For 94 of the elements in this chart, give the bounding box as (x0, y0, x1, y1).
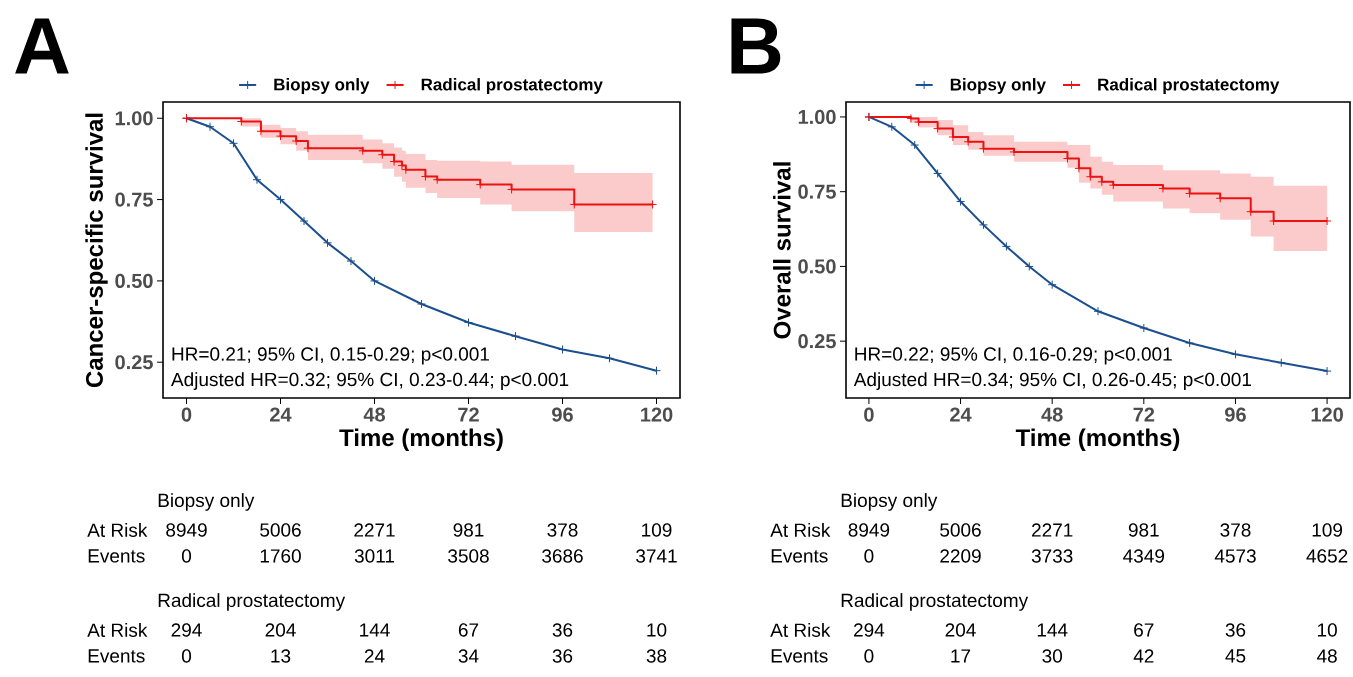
x-tick-label: 24 (270, 407, 292, 422)
text: 378 (1220, 523, 1251, 537)
text: 36 (1225, 623, 1246, 637)
text: 5006 (260, 523, 301, 537)
text: 5006 (940, 523, 981, 537)
text: 10 (1317, 623, 1337, 637)
text: 981 (453, 523, 484, 537)
y-axis-title: Cancer-specific survival (85, 113, 108, 388)
text: 4349 (1123, 549, 1165, 563)
text: 42 (1133, 649, 1154, 663)
x-tick-label: 48 (363, 407, 386, 422)
text: 204 (265, 623, 296, 637)
y-tick-label: 0.25 (115, 355, 153, 370)
text: 3733 (1031, 549, 1073, 563)
text: 0 (864, 649, 874, 663)
text: At Risk (87, 623, 148, 637)
text: 8949 (848, 523, 890, 537)
y-tick-label: 0.75 (798, 184, 836, 199)
text: 4652 (1306, 549, 1348, 563)
text: 294 (171, 623, 202, 637)
text: 3686 (542, 549, 583, 563)
text: 0 (181, 649, 192, 663)
text: 45 (1225, 649, 1246, 663)
legend-label: Radical prostatectomy (1098, 78, 1280, 94)
text: At Risk (770, 623, 831, 637)
annotation: Adjusted HR=0.34; 95% CI, 0.26-0.45; p<0.001 (853, 372, 1251, 390)
x-tick-label: 48 (1041, 407, 1063, 422)
text: Events (771, 649, 828, 663)
x-tick-label: 96 (1225, 407, 1246, 422)
text: 8949 (166, 523, 207, 537)
text: 144 (360, 623, 390, 637)
y-axis-title: Overall survival (773, 162, 791, 339)
text: 36 (552, 623, 573, 637)
y-tick-label: 1.00 (798, 109, 836, 125)
text: 144 (1037, 623, 1068, 637)
legend-label: Biopsy only (274, 78, 370, 94)
text: Events (88, 649, 145, 663)
text: 30 (1042, 649, 1063, 663)
text: 2271 (354, 523, 395, 537)
annotation: HR=0.22; 95% CI, 0.16-0.29; p<0.001 (855, 347, 1172, 365)
text: 378 (547, 523, 578, 537)
text: 3508 (448, 549, 489, 563)
x-tick-label: 96 (552, 407, 573, 422)
text: 109 (1312, 523, 1343, 537)
x-tick-label: 0 (864, 407, 874, 422)
text: 109 (642, 523, 672, 537)
y-tick-label: 0.50 (115, 273, 153, 288)
text: 17 (951, 649, 971, 663)
chart-title: A (15, 18, 69, 74)
x-axis-title: Time (months) (339, 428, 503, 451)
text: Biopsy only (841, 493, 938, 511)
text: At Risk (770, 523, 831, 537)
text: Biopsy only (158, 493, 255, 511)
y-tick-label: 1.00 (115, 111, 153, 126)
annotation: Adjusted HR=0.32; 95% CI, 0.23-0.44; p<0.001 (171, 372, 569, 390)
text: 0 (864, 549, 874, 563)
text: 3741 (636, 549, 677, 563)
x-tick-label: 72 (1133, 407, 1155, 422)
text: Radical prostatectomy (841, 593, 1029, 611)
x-tick-label: 120 (641, 407, 673, 422)
text: 48 (1316, 649, 1337, 663)
text: 294 (854, 623, 885, 637)
text: 2209 (940, 549, 981, 563)
x-tick-label: 24 (950, 407, 972, 422)
text: 1760 (260, 549, 301, 563)
annotation: HR=0.21; 95% CI, 0.15-0.29; p<0.001 (172, 347, 489, 365)
text: 24 (364, 649, 385, 663)
legend-label: Biopsy only (950, 78, 1046, 94)
x-tick-label: 120 (1311, 407, 1343, 422)
text: 4573 (1214, 549, 1256, 563)
text: 67 (1134, 623, 1154, 637)
text: 204 (945, 623, 976, 637)
text: Events (771, 549, 828, 563)
text: Events (88, 549, 145, 563)
text: 36 (552, 649, 573, 663)
text: 10 (647, 623, 667, 637)
y-tick-label: 0.25 (798, 334, 836, 349)
x-tick-label: 72 (458, 407, 479, 422)
text: At Risk (87, 523, 148, 537)
text: 0 (181, 549, 192, 563)
chart-title: B (731, 18, 781, 74)
text: 34 (458, 649, 479, 663)
text: 67 (458, 623, 479, 637)
y-tick-label: 0.75 (115, 192, 153, 207)
text: Radical prostatectomy (158, 593, 346, 611)
text: 13 (271, 649, 291, 663)
text: 38 (646, 649, 667, 663)
y-tick-label: 0.50 (798, 259, 836, 274)
text: 2271 (1032, 523, 1073, 537)
text: 3011 (354, 549, 394, 563)
x-tick-label: 0 (181, 407, 192, 422)
x-axis-title: Time (months) (1015, 428, 1180, 451)
text: 981 (1128, 523, 1159, 537)
legend-label: Radical prostatectomy (421, 78, 603, 94)
